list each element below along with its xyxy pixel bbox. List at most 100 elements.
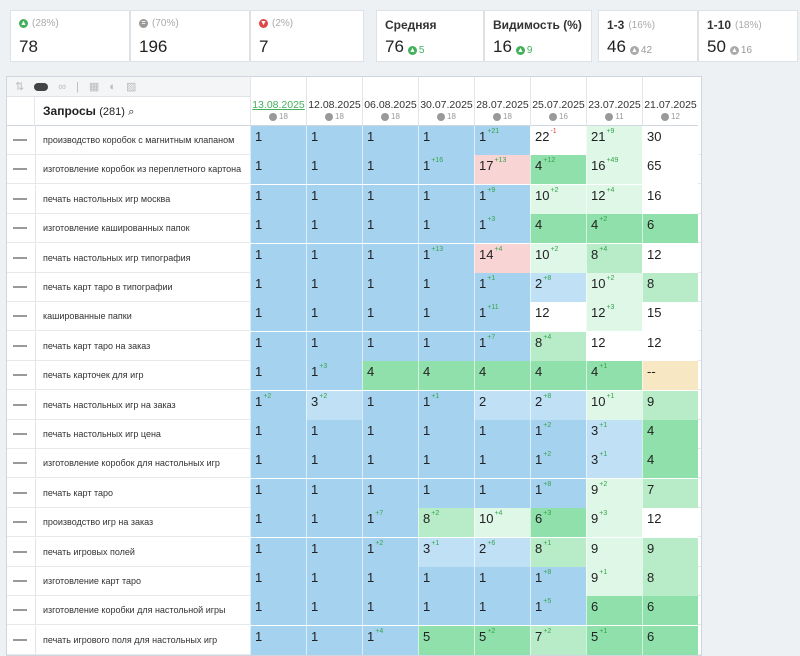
position-cell[interactable]: 12 (642, 243, 698, 273)
position-cell[interactable]: 1 (306, 331, 362, 361)
image-icon[interactable]: ▨ (125, 81, 137, 93)
table-row[interactable]: печать карт таро в типографии 1 1 1 1 1+1 2+8 1… (7, 273, 701, 302)
query-text[interactable]: печать настольных игр москва (43, 185, 243, 214)
position-cell[interactable]: 1 (250, 567, 306, 596)
table-row[interactable]: печать настольных игр москва 1 1 1 1 1+9 10+2 1… (7, 184, 701, 214)
position-cell[interactable]: 4+2 (586, 214, 642, 244)
card-visibility[interactable]: Видимость (%) 16 ▲ 9 (484, 10, 592, 62)
position-cell[interactable]: 7 (642, 478, 698, 508)
query-text[interactable]: изготовление коробок для настольных игр (43, 449, 243, 478)
position-cell[interactable]: 5+1 (586, 625, 642, 655)
query-text[interactable]: производство игр на заказ (43, 508, 243, 537)
position-cell[interactable]: 10+2 (530, 243, 586, 273)
position-cell[interactable]: 7+2 (530, 625, 586, 655)
position-cell[interactable]: 1 (306, 567, 362, 596)
position-cell[interactable]: 1+5 (530, 596, 586, 626)
table-row[interactable]: изготовление коробки для настольной игры… (7, 596, 701, 626)
position-cell[interactable]: 2+6 (474, 537, 530, 567)
position-cell[interactable]: 1+1 (474, 273, 530, 302)
position-cell[interactable]: 1 (362, 331, 418, 361)
position-cell[interactable]: 1 (418, 302, 474, 332)
position-cell[interactable]: 12 (586, 331, 642, 361)
position-cell[interactable]: 1 (362, 420, 418, 449)
table-row[interactable]: печать настольных игр на заказ 1+2 3+2 1 1+1… (7, 390, 701, 420)
position-cell[interactable]: 1 (250, 537, 306, 567)
position-cell[interactable]: 1 (362, 449, 418, 479)
query-text[interactable]: печать настольных игр на заказ (43, 391, 243, 420)
position-cell[interactable]: 10+2 (530, 184, 586, 214)
position-cell[interactable]: 12 (642, 331, 698, 361)
contrast-icon[interactable]: ◐ (109, 80, 116, 93)
table-row[interactable]: печать игровых полей 1 1 1+2 3+1 2+6 8+1 9 9 (7, 537, 701, 567)
position-cell[interactable]: 2 (474, 390, 530, 420)
position-cell[interactable]: 8+4 (586, 243, 642, 273)
position-cell[interactable]: 1+21 (474, 126, 530, 155)
position-cell[interactable]: 1 (362, 390, 418, 420)
table-row[interactable]: изготовление коробок из переплетного кар… (7, 155, 701, 185)
table-row[interactable]: печать настольных игр типография 1 1 1 1+13 1… (7, 243, 701, 273)
position-cell[interactable]: 3+1 (586, 449, 642, 479)
position-cell[interactable]: 1 (474, 596, 530, 626)
position-cell[interactable]: 1+9 (474, 184, 530, 214)
date-column-header[interactable]: 30.07.2025 18 (418, 77, 474, 126)
table-row[interactable]: кашированные папки 1 1 1 1 1+11 12 12+3 15 (7, 302, 701, 332)
table-row[interactable]: печать карт таро 1 1 1 1 1 1+8 9+2 7 (7, 478, 701, 508)
position-cell[interactable]: 1 (362, 243, 418, 273)
position-cell[interactable]: 1+13 (418, 243, 474, 273)
position-cell[interactable]: 12 (642, 508, 698, 538)
position-cell[interactable]: 4 (474, 361, 530, 391)
position-cell[interactable]: 1 (250, 478, 306, 508)
position-cell[interactable]: 1+1 (418, 390, 474, 420)
table-row[interactable]: изготовление коробок для настольных игр 1… (7, 449, 701, 479)
position-cell[interactable]: 21+9 (586, 126, 642, 155)
card-range-1-10[interactable]: 1-10 (18%) 50 ▲ 16 (698, 10, 798, 62)
query-text[interactable]: производство коробок с магнитным клапано… (43, 126, 243, 155)
table-row[interactable]: печать карточек для игр 1 1+3 4 4 4 4 4+1 -- (7, 361, 701, 391)
row-dash-icon[interactable] (13, 256, 27, 259)
position-cell[interactable]: 1 (362, 155, 418, 185)
date-column-header[interactable]: 23.07.2025 11 (586, 77, 642, 126)
date-column-header[interactable]: 12.08.2025 18 (306, 77, 362, 126)
query-text[interactable]: изготовление кашированных папок (43, 214, 243, 243)
row-dash-icon[interactable] (13, 638, 27, 641)
position-cell[interactable]: 6 (642, 625, 698, 655)
position-cell[interactable]: 3+2 (306, 390, 362, 420)
card-range-1-3[interactable]: 1-3 (16%) 46 ▲ 42 (598, 10, 698, 62)
position-cell[interactable]: 12+4 (586, 184, 642, 214)
query-text[interactable]: печать карт таро на заказ (43, 332, 243, 361)
position-cell[interactable]: 8+2 (418, 508, 474, 538)
position-cell[interactable]: 1 (474, 449, 530, 479)
position-cell[interactable]: 1 (474, 478, 530, 508)
position-cell[interactable]: 4+1 (586, 361, 642, 391)
position-cell[interactable]: 4 (530, 361, 586, 391)
position-cell[interactable]: 65 (642, 155, 698, 185)
row-dash-icon[interactable] (13, 580, 27, 582)
date-column-header[interactable]: 25.07.2025 16 (530, 77, 586, 126)
date-column-header[interactable]: 13.08.2025 18 (250, 77, 306, 126)
position-cell[interactable]: 1 (306, 596, 362, 626)
position-cell[interactable]: 9+3 (586, 508, 642, 538)
position-cell[interactable]: 1 (250, 449, 306, 479)
position-cell[interactable]: 5 (418, 625, 474, 655)
position-cell[interactable]: 12 (530, 302, 586, 332)
position-cell[interactable]: 1 (306, 273, 362, 302)
position-cell[interactable]: 9 (642, 390, 698, 420)
queries-title[interactable]: Запросы (281) ⌕ (43, 104, 134, 119)
link-icon[interactable]: ∞ (58, 80, 67, 93)
position-cell[interactable]: 1 (306, 155, 362, 185)
query-text[interactable]: печать карточек для игр (43, 361, 243, 390)
position-cell[interactable]: 1 (306, 478, 362, 508)
position-cell[interactable]: 1 (250, 214, 306, 244)
position-cell[interactable]: 1 (362, 184, 418, 214)
position-cell[interactable]: 1 (306, 184, 362, 214)
position-cell[interactable]: 1+3 (474, 214, 530, 244)
row-dash-icon[interactable] (13, 286, 27, 288)
query-text[interactable]: печать карт таро (43, 479, 243, 508)
toggle-icon[interactable] (34, 82, 49, 91)
table-row[interactable]: изготовление кашированных папок 1 1 1 1 1+3 4 4… (7, 214, 701, 244)
row-dash-icon[interactable] (13, 168, 27, 171)
table-row[interactable]: изготовление карт таро 1 1 1 1 1 1+8 9+1 8 (7, 567, 701, 596)
position-cell[interactable]: 1+2 (530, 449, 586, 479)
position-cell[interactable]: 1 (250, 508, 306, 538)
table-row[interactable]: печать карт таро на заказ 1 1 1 1 1+7 8+4 12 12 (7, 331, 701, 361)
